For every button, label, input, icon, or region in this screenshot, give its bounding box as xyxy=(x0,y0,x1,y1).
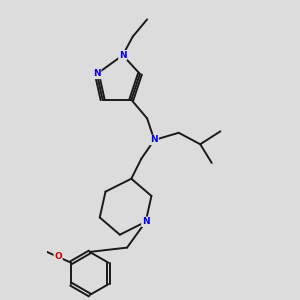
Text: N: N xyxy=(142,217,149,226)
Text: N: N xyxy=(119,51,127,60)
Text: N: N xyxy=(151,136,158,145)
Text: N: N xyxy=(93,69,101,78)
Text: O: O xyxy=(54,253,62,262)
